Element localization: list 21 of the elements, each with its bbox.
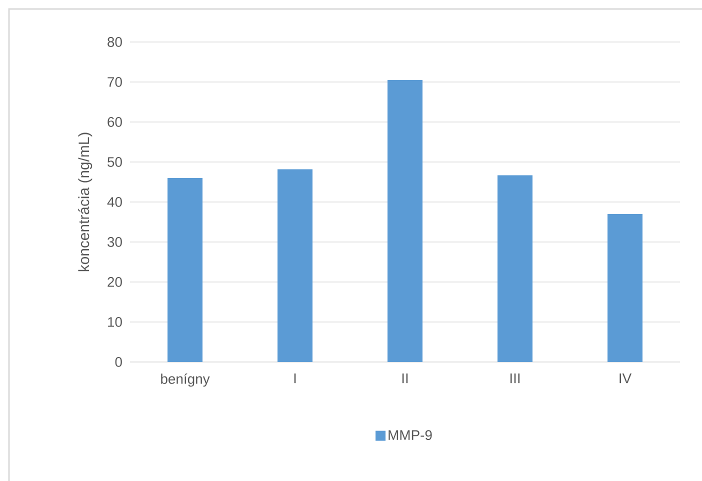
bar bbox=[388, 80, 423, 362]
y-axis-title: koncentrácia (ng/mL) bbox=[78, 132, 92, 272]
y-tick-label: 20 bbox=[108, 277, 122, 287]
x-tick-label: I bbox=[294, 374, 296, 384]
x-tick-label: IV bbox=[620, 374, 632, 384]
y-tick-label: 0 bbox=[115, 357, 122, 367]
x-tick-label: benígny bbox=[161, 373, 210, 387]
y-tick-label: 50 bbox=[108, 157, 122, 167]
y-tick-label: 60 bbox=[108, 117, 122, 127]
bar bbox=[498, 175, 533, 362]
y-tick-label: 10 bbox=[108, 317, 122, 327]
bar bbox=[608, 214, 642, 362]
bar bbox=[278, 169, 313, 362]
y-tick-label: 80 bbox=[108, 37, 122, 47]
y-tick-label: 30 bbox=[108, 237, 122, 247]
y-tick-label: 70 bbox=[108, 77, 122, 87]
bar bbox=[168, 178, 203, 362]
legend-label: MMP-9 bbox=[388, 430, 432, 440]
x-tick-label: III bbox=[510, 374, 520, 384]
y-tick-label: 40 bbox=[107, 197, 122, 207]
x-tick-label: II bbox=[402, 374, 408, 384]
